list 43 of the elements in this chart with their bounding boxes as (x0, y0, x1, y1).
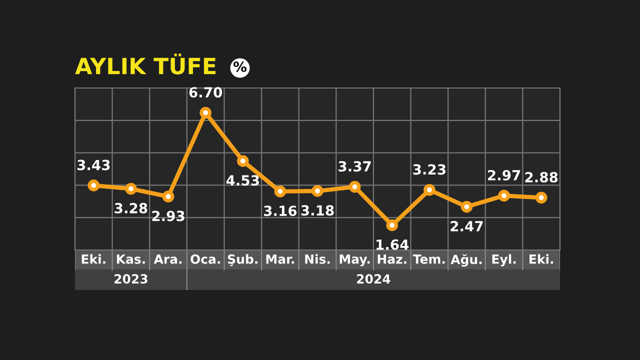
text: 2023 (114, 274, 148, 284)
x-tick-label: Şub. (228, 254, 258, 266)
x-tick-label: May. (340, 254, 370, 266)
data-label: 1.64 (376, 239, 409, 250)
chart-title: AYLIK TÜFE (75, 54, 216, 74)
point (162, 190, 174, 202)
chart-subtitle: % (233, 62, 247, 72)
data-label: 3.18 (301, 205, 334, 216)
point (125, 182, 137, 195)
point (460, 200, 473, 213)
text: 2024 (357, 274, 390, 284)
x-tick-label: Eki. (530, 254, 554, 264)
point (498, 190, 510, 202)
point (88, 180, 100, 192)
x-tick-label: Nis. (305, 254, 330, 264)
x-tick-label: Tem. (412, 254, 445, 264)
x-tick-label: Oca. (190, 254, 220, 264)
x-tick-label: Kas. (116, 254, 145, 264)
x-tick-label: Ağu. (450, 254, 482, 267)
point (200, 106, 212, 119)
data-label: 2.47 (450, 220, 483, 232)
point (386, 219, 398, 232)
point (348, 180, 361, 193)
data-label: 2.88 (525, 172, 558, 182)
x-tick-label: Eki. (82, 254, 106, 264)
x-tick-label: Haz. (378, 254, 406, 264)
data-label: 6.70 (189, 87, 222, 98)
data-label: 2.93 (152, 210, 184, 222)
data-label: 3.28 (114, 202, 148, 214)
point (236, 155, 249, 167)
point (312, 185, 324, 197)
point (424, 184, 436, 196)
data-label: 4.53 (226, 175, 259, 186)
data-label: 3.43 (77, 160, 110, 170)
x-tick-label: Mar. (266, 254, 294, 264)
point (535, 192, 548, 204)
data-label: 3.37 (338, 161, 371, 172)
x-tick-label: Ara. (154, 254, 182, 264)
data-label: 3.23 (413, 164, 446, 175)
point (274, 186, 286, 198)
x-tick-label: Eyl. (492, 254, 516, 266)
data-label: 3.16 (264, 206, 297, 216)
data-label: 2.97 (488, 170, 520, 180)
